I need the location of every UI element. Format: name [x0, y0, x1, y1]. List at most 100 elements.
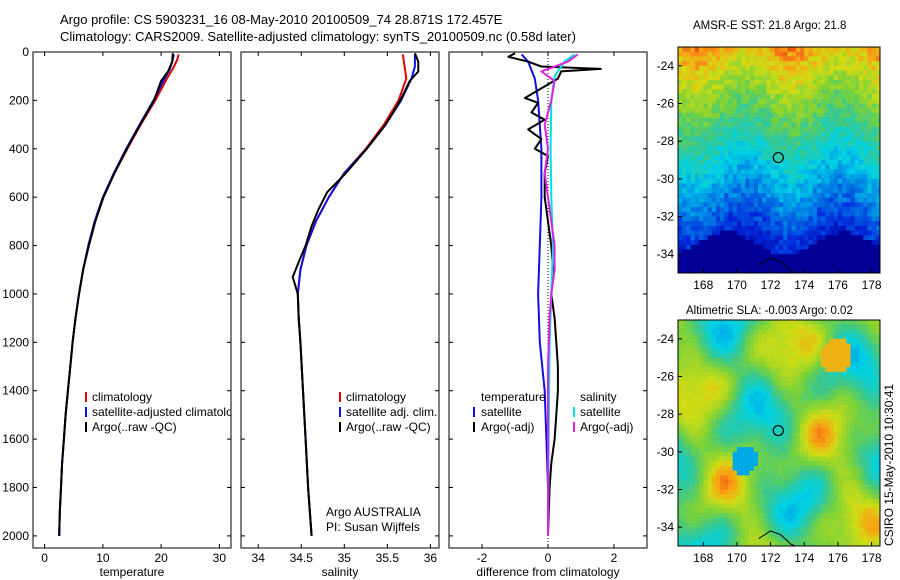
- map-cell: [842, 89, 847, 95]
- map-cell: [694, 390, 700, 396]
- map-cell: [787, 202, 793, 208]
- map-cell: [800, 244, 805, 251]
- map-cell: [779, 541, 784, 546]
- map-cell: [846, 65, 852, 72]
- map-cell: [837, 451, 843, 458]
- map-cell: [724, 367, 730, 373]
- map-cell: [766, 268, 772, 273]
- map-cell: [724, 117, 730, 123]
- map-cell: [766, 211, 772, 218]
- map-cell: [703, 418, 709, 425]
- map-cell: [694, 489, 700, 495]
- map-cell: [871, 193, 877, 199]
- map-cell: [762, 193, 767, 199]
- map-cell: [821, 395, 826, 401]
- map-cell: [800, 136, 805, 142]
- map-cell: [690, 65, 696, 72]
- map-cell: [859, 338, 864, 345]
- map-cell: [758, 56, 763, 62]
- map-cell: [753, 376, 759, 382]
- map-cell: [783, 207, 788, 213]
- map-cell: [728, 202, 734, 208]
- map-cell: [812, 103, 818, 109]
- map-cell: [800, 258, 805, 265]
- map-cell: [753, 75, 759, 81]
- map-cell: [791, 202, 797, 208]
- map-cell: [694, 221, 700, 227]
- map-cell: [867, 409, 873, 415]
- map-cell: [690, 183, 696, 189]
- map-cell: [804, 230, 810, 236]
- map-cell: [863, 329, 868, 335]
- map-cell: [762, 136, 767, 142]
- map-cell: [678, 61, 683, 67]
- map-cell: [854, 409, 860, 415]
- map-cell: [871, 51, 877, 57]
- map-cell: [762, 183, 767, 189]
- map-cell: [795, 80, 801, 86]
- map-cell: [812, 503, 818, 509]
- map-cell: [690, 230, 696, 236]
- map-cell: [774, 84, 780, 90]
- map-cell: [825, 381, 831, 387]
- map-cell: [791, 456, 797, 462]
- map-cell: [707, 112, 713, 119]
- map-cell: [816, 84, 822, 90]
- map-cell: [821, 225, 826, 232]
- map-cell: [711, 131, 717, 138]
- map-cell: [745, 249, 751, 255]
- map-cell: [846, 348, 852, 354]
- map-cell: [787, 503, 793, 509]
- map-cell: [875, 442, 880, 448]
- map-cell: [736, 456, 742, 462]
- map-cell: [720, 98, 725, 105]
- map-cell: [736, 329, 742, 335]
- map-cell: [795, 70, 801, 76]
- map-cell: [720, 503, 725, 509]
- map-cell: [800, 225, 805, 232]
- map-cell: [783, 357, 788, 363]
- map-cell: [804, 164, 810, 170]
- map-cell: [686, 178, 692, 185]
- map-cell: [867, 103, 873, 109]
- map-cell: [816, 254, 822, 260]
- map-cell: [678, 47, 683, 53]
- map-cell: [753, 254, 759, 260]
- map-cell: [728, 447, 734, 453]
- map-cell: [766, 193, 772, 199]
- map-cell: [766, 451, 772, 458]
- map-cell: [825, 494, 831, 500]
- map-cell: [816, 338, 822, 345]
- map-cell: [686, 254, 692, 260]
- map-cell: [800, 404, 805, 411]
- map-cell: [766, 376, 772, 382]
- map-cell: [694, 136, 700, 142]
- map-cell: [863, 141, 868, 147]
- map-cell: [867, 390, 873, 396]
- map-cell: [783, 522, 788, 528]
- map-cell: [686, 188, 692, 194]
- map-cell: [871, 320, 877, 326]
- map-cell: [787, 216, 793, 222]
- map-cell: [678, 442, 683, 448]
- map-cell: [753, 437, 759, 443]
- map-cell: [770, 475, 776, 481]
- map-cell: [787, 456, 793, 462]
- map-cell: [787, 334, 793, 340]
- map-cell: [846, 433, 852, 439]
- map-cell: [829, 531, 835, 538]
- map-cell: [682, 183, 687, 189]
- map-cell: [753, 174, 759, 180]
- map-cell: [749, 376, 755, 382]
- map-cell: [816, 164, 822, 170]
- map-cell: [859, 343, 864, 349]
- map-cell: [837, 357, 843, 363]
- map-cell: [707, 150, 713, 156]
- map-cell: [833, 240, 839, 246]
- map-cell: [732, 61, 738, 67]
- map-cell: [694, 254, 700, 260]
- map-cell: [833, 178, 839, 185]
- map-cell: [736, 489, 742, 495]
- map-cell: [728, 150, 734, 156]
- map-cell: [715, 371, 721, 378]
